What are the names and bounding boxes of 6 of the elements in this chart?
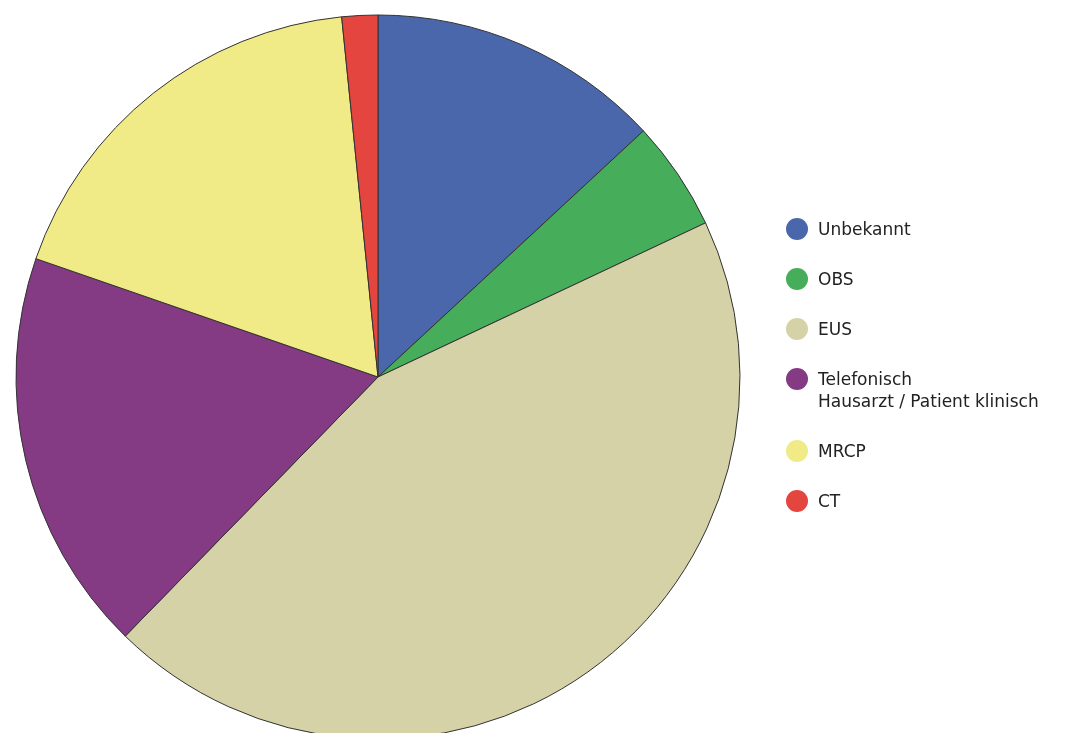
legend-label: CT <box>818 490 841 512</box>
legend-label: Telefonisch Hausarzt / Patient klinisch <box>818 368 1039 412</box>
legend-label: EUS <box>818 318 852 340</box>
legend-label: OBS <box>818 268 854 290</box>
legend-label: MRCP <box>818 440 866 462</box>
legend-label: Unbekannt <box>818 218 911 240</box>
